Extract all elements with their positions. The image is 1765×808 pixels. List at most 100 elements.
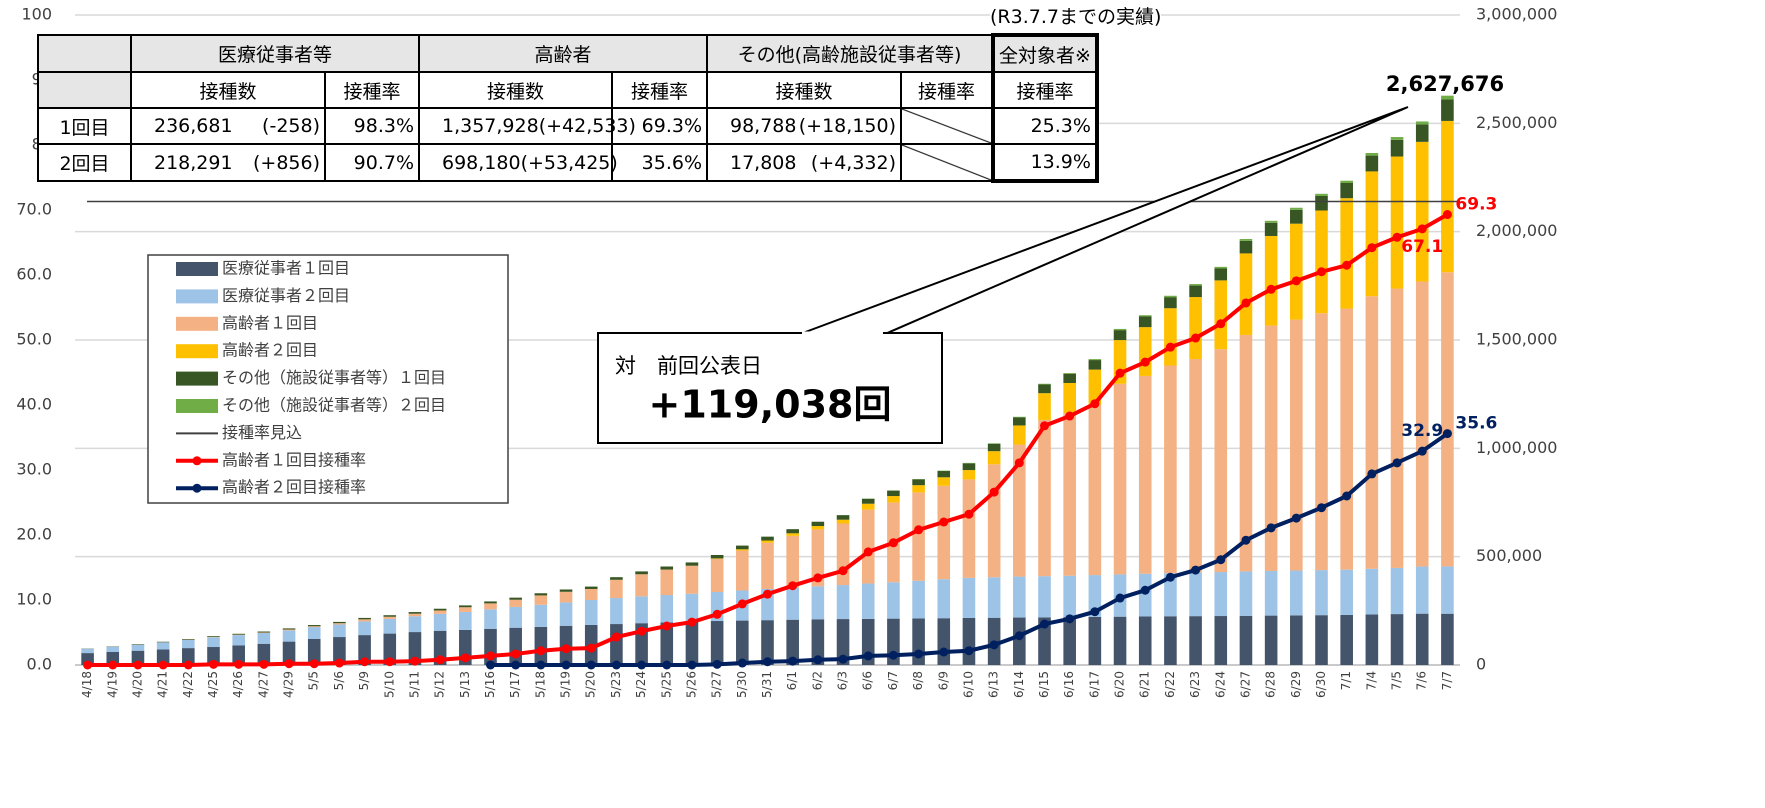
bar-segment xyxy=(1290,223,1303,320)
bar-segment xyxy=(761,536,774,541)
x-tick-label: 4/22 xyxy=(181,671,195,698)
bar-segment xyxy=(333,621,346,624)
line-point xyxy=(1065,614,1075,624)
legend-label: 高齢者２回目接種率 xyxy=(222,478,366,497)
x-tick-label: 6/27 xyxy=(1238,671,1252,698)
table-row: 1回目 236,681 (-258) 98.3% 1,357,928 (+42,53… xyxy=(37,107,1099,145)
bar-segment xyxy=(509,606,522,628)
row-label: 1回目 xyxy=(37,107,132,145)
line-point xyxy=(536,646,546,656)
table-corner xyxy=(37,34,132,73)
diff: (+53,425) xyxy=(520,151,618,174)
bar-segment xyxy=(584,600,598,625)
table-subheader: 接種数 xyxy=(130,71,326,109)
bar-segment xyxy=(1038,384,1051,394)
legend-swatch xyxy=(192,456,202,466)
x-tick-label: 4/26 xyxy=(231,671,245,698)
bar-segment xyxy=(1365,568,1379,615)
bar-segment xyxy=(257,631,271,633)
line-point xyxy=(1191,333,1201,343)
bar-segment xyxy=(383,618,397,634)
x-tick-label: 7/1 xyxy=(1339,671,1353,690)
bar-segment xyxy=(660,622,674,665)
bar-segment xyxy=(1441,613,1454,665)
count: 1,357,928 xyxy=(442,115,539,137)
bar-segment xyxy=(836,519,850,524)
bar-segment xyxy=(358,619,371,622)
x-tick-label: 5/20 xyxy=(584,671,598,698)
x-tick-label: 7/4 xyxy=(1364,671,1378,690)
rate: 90.7% xyxy=(324,143,420,182)
bar-segment xyxy=(937,618,951,665)
x-tick-label: 5/23 xyxy=(609,671,623,698)
line-point xyxy=(1266,523,1276,533)
bar-segment xyxy=(1189,284,1202,286)
bar-segment xyxy=(811,619,825,665)
line-point xyxy=(1140,585,1150,595)
x-tick-label: 5/5 xyxy=(307,671,321,690)
line-point xyxy=(838,566,848,576)
bar-segment xyxy=(1113,616,1127,665)
x-tick-label: 5/24 xyxy=(634,671,648,698)
bar-segment xyxy=(635,571,648,575)
bar-segment xyxy=(685,565,699,594)
line-point xyxy=(1216,319,1226,329)
bar-segment xyxy=(584,586,598,589)
line-point xyxy=(611,632,621,642)
table-cell: 236,681 (-258) xyxy=(130,107,326,145)
table-subheader: 接種率 xyxy=(900,71,994,109)
bar-segment xyxy=(887,496,900,503)
y2-tick-label: 1,000,000 xyxy=(1476,438,1557,457)
line-point xyxy=(586,660,596,670)
bar-segment xyxy=(1365,171,1379,297)
data-label: 67.1 xyxy=(1401,237,1443,257)
bar-segment xyxy=(459,607,472,612)
bar-segment xyxy=(207,637,220,648)
table-note: (R3.7.7までの実績) xyxy=(990,2,1162,29)
bar-segment xyxy=(1113,383,1127,575)
bar-segment xyxy=(635,574,648,597)
rate: 13.9% xyxy=(991,143,1099,183)
line-point xyxy=(209,659,218,669)
line-point xyxy=(712,609,722,619)
bar-segment xyxy=(1415,566,1429,614)
line-point xyxy=(561,644,571,654)
bar-segment xyxy=(333,624,346,638)
bar-segment xyxy=(156,649,170,665)
callout-title: 対 前回公表日 xyxy=(615,354,762,378)
bar-segment xyxy=(459,605,472,608)
line-point xyxy=(234,659,244,669)
bar-segment xyxy=(811,586,825,620)
bar-segment xyxy=(1415,141,1429,282)
line-point xyxy=(637,626,647,636)
bar-segment xyxy=(1013,576,1026,618)
bar-segment xyxy=(836,619,850,665)
line-point xyxy=(460,653,470,663)
line-point xyxy=(914,649,924,659)
bar-segment xyxy=(610,624,623,665)
data-label: 69.3 xyxy=(1455,195,1497,215)
y-tick-label: 70.0 xyxy=(16,200,52,219)
y-tick-label: 10.0 xyxy=(16,590,52,609)
bar-segment xyxy=(1214,266,1228,269)
legend-label: 高齢者１回目接種率 xyxy=(222,450,366,469)
bar-segment xyxy=(987,443,1001,452)
line-point xyxy=(1014,631,1024,641)
bar-segment xyxy=(333,623,346,625)
bar-segment xyxy=(358,617,371,620)
bar-segment xyxy=(1138,327,1152,376)
bar-segment xyxy=(307,626,321,628)
bar-segment xyxy=(836,585,850,620)
bar-segment xyxy=(610,579,623,599)
legend-label: 接種率見込 xyxy=(222,423,302,442)
x-tick-label: 4/20 xyxy=(130,671,144,698)
bar-segment xyxy=(1038,576,1051,618)
bar-segment xyxy=(1264,235,1278,326)
bar-segment xyxy=(131,644,145,651)
bar-segment xyxy=(685,562,699,566)
rate: 69.3% xyxy=(611,107,708,145)
line-point xyxy=(1140,357,1150,367)
bar-segment xyxy=(131,650,145,665)
count: 236,681 xyxy=(154,115,233,137)
bar-segment xyxy=(1365,155,1379,172)
